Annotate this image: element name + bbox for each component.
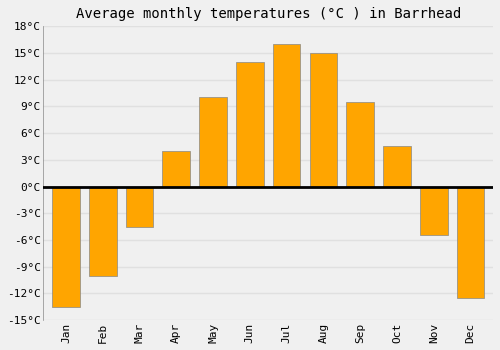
Bar — [236, 62, 264, 187]
Bar — [273, 44, 300, 187]
Bar — [457, 187, 484, 298]
Bar — [52, 187, 80, 307]
Bar — [89, 187, 117, 275]
Bar — [200, 98, 227, 187]
Bar — [346, 102, 374, 187]
Bar — [310, 53, 337, 187]
Title: Average monthly temperatures (°C ) in Barrhead: Average monthly temperatures (°C ) in Ba… — [76, 7, 461, 21]
Bar — [162, 151, 190, 187]
Bar — [126, 187, 154, 226]
Bar — [420, 187, 448, 236]
Bar — [383, 146, 411, 187]
